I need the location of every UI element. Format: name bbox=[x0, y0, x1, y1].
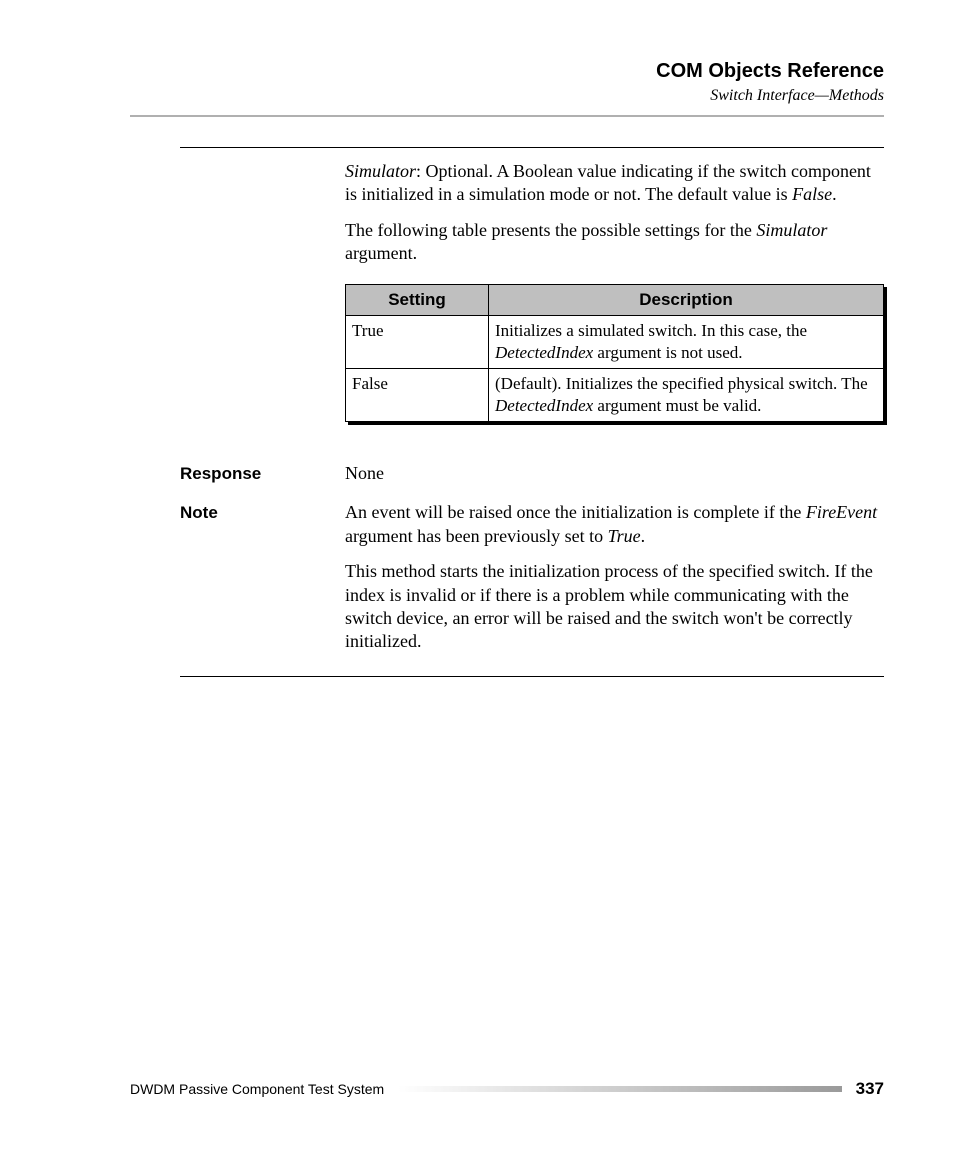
response-row: Response None bbox=[180, 462, 884, 485]
note-p1-em2: True bbox=[608, 526, 641, 546]
note-row: Note An event will be raised once the in… bbox=[180, 501, 884, 665]
header-subtitle: Switch Interface—Methods bbox=[130, 87, 884, 105]
response-label: Response bbox=[180, 462, 345, 485]
footer-text: DWDM Passive Component Test System bbox=[130, 1081, 384, 1097]
table-header-row: Setting Description bbox=[346, 284, 884, 315]
desc-text-1: (Default). Initializes the specified phy… bbox=[495, 374, 868, 393]
note-p1-a: An event will be raised once the initial… bbox=[345, 502, 806, 522]
note-p1-em1: FireEvent bbox=[806, 502, 877, 522]
lead-in-em: Simulator bbox=[756, 220, 827, 240]
content-top-rule bbox=[180, 147, 884, 148]
desc-text-1: Initializes a simulated switch. In this … bbox=[495, 321, 807, 340]
simulator-default: False bbox=[792, 184, 832, 204]
note-p1-b: argument has been previously set to bbox=[345, 526, 608, 546]
col-description-header: Description bbox=[489, 284, 884, 315]
note-label: Note bbox=[180, 501, 345, 665]
desc-em: DetectedIndex bbox=[495, 396, 593, 415]
table-row: False (Default). Initializes the specifi… bbox=[346, 368, 884, 421]
page-footer: DWDM Passive Component Test System 337 bbox=[130, 1079, 884, 1099]
table-lead-in: The following table presents the possibl… bbox=[345, 219, 884, 266]
footer-bar bbox=[398, 1086, 841, 1092]
desc-text-2: argument must be valid. bbox=[593, 396, 761, 415]
note-paragraph-1: An event will be raised once the initial… bbox=[345, 501, 884, 548]
col-setting-header: Setting bbox=[346, 284, 489, 315]
cell-setting: False bbox=[346, 368, 489, 421]
simulator-desc-2: . bbox=[832, 184, 837, 204]
content-bottom-rule bbox=[180, 676, 884, 677]
note-body: An event will be raised once the initial… bbox=[345, 501, 884, 665]
note-p1-c: . bbox=[641, 526, 646, 546]
response-value: None bbox=[345, 462, 884, 485]
simulator-paragraph: Simulator: Optional. A Boolean value ind… bbox=[345, 160, 884, 207]
header-title: COM Objects Reference bbox=[130, 60, 884, 83]
header-rule bbox=[130, 115, 884, 117]
desc-text-2: argument is not used. bbox=[593, 343, 742, 362]
settings-table: Setting Description True Initializes a s… bbox=[345, 284, 884, 422]
cell-setting: True bbox=[346, 315, 489, 368]
intro-label bbox=[180, 160, 345, 462]
intro-row: Simulator: Optional. A Boolean value ind… bbox=[180, 160, 884, 462]
note-paragraph-2: This method starts the initialization pr… bbox=[345, 560, 884, 654]
simulator-term: Simulator bbox=[345, 161, 416, 181]
page-header: COM Objects Reference Switch Interface—M… bbox=[130, 60, 884, 105]
intro-body: Simulator: Optional. A Boolean value ind… bbox=[345, 160, 884, 462]
footer-page-number: 337 bbox=[856, 1079, 884, 1099]
lead-in-1: The following table presents the possibl… bbox=[345, 220, 756, 240]
cell-description: Initializes a simulated switch. In this … bbox=[489, 315, 884, 368]
cell-description: (Default). Initializes the specified phy… bbox=[489, 368, 884, 421]
desc-em: DetectedIndex bbox=[495, 343, 593, 362]
table-row: True Initializes a simulated switch. In … bbox=[346, 315, 884, 368]
page: COM Objects Reference Switch Interface—M… bbox=[0, 0, 954, 1159]
lead-in-2: argument. bbox=[345, 243, 417, 263]
